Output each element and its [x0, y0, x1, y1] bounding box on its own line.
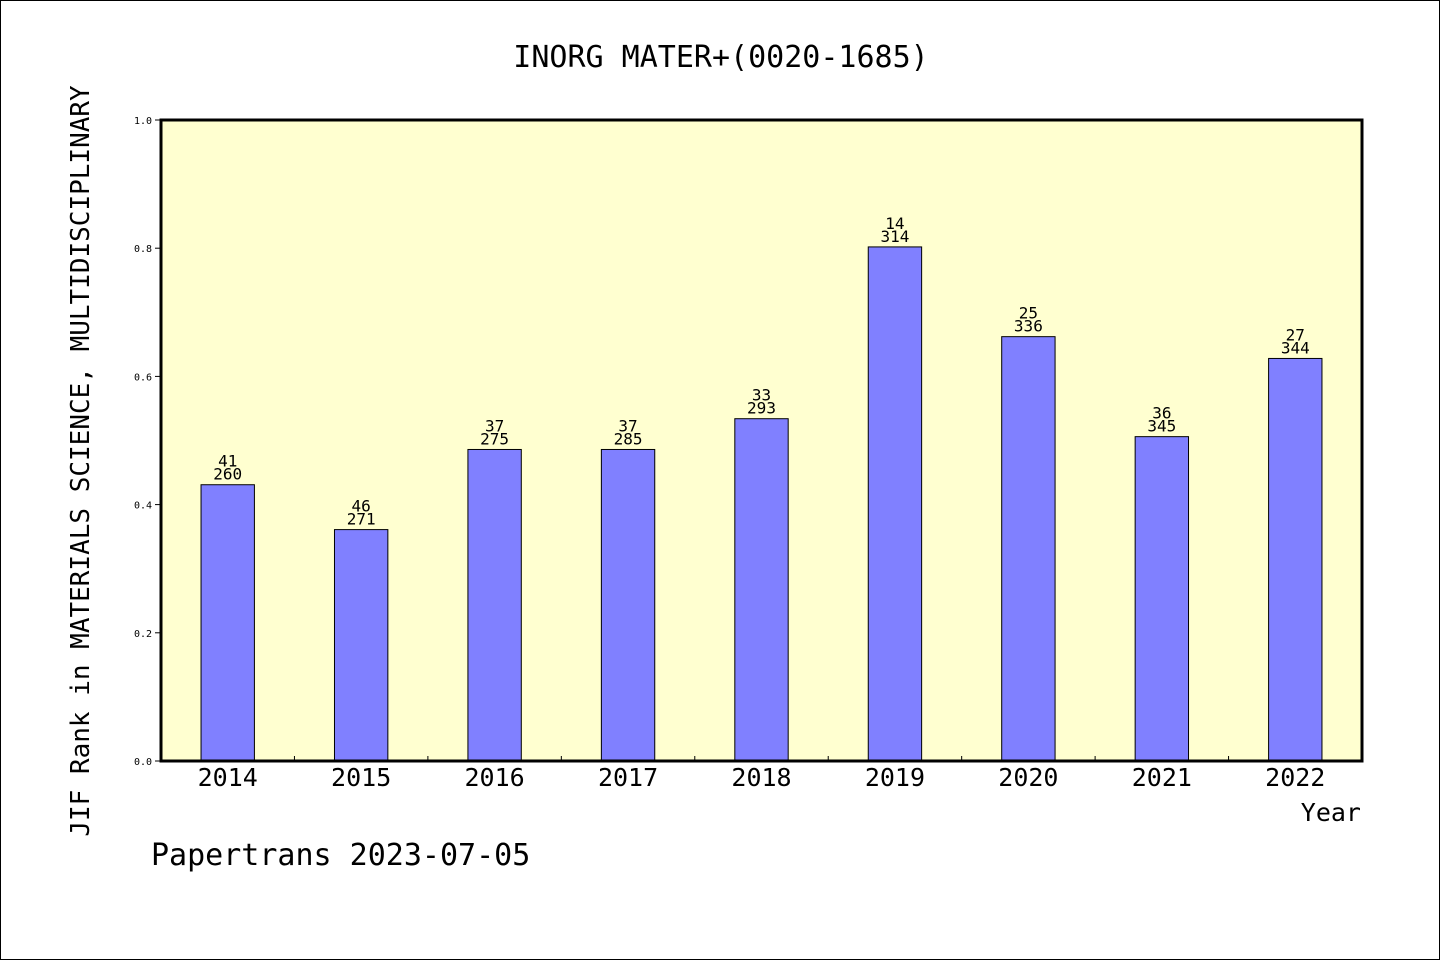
- x-tick-label: 2021: [1132, 763, 1192, 792]
- data-label-rank: 37: [485, 416, 504, 435]
- data-label-total: 271: [347, 510, 376, 529]
- data-label-total: 336: [1014, 317, 1043, 336]
- data-label-total: 285: [614, 429, 643, 448]
- x-tick-label: 2017: [598, 763, 658, 792]
- bar: [867, 246, 923, 762]
- data-label-total: 260: [213, 465, 242, 484]
- chart-title: INORG MATER+(0020-1685): [513, 40, 928, 75]
- y-tick-label: 0.6: [134, 372, 152, 383]
- data-label-rank: 36: [1152, 404, 1171, 423]
- data-label-total: 275: [480, 429, 509, 448]
- data-label-rank: 25: [1019, 304, 1038, 323]
- y-axis-label: JIF Rank in MATERIALS SCIENCE, MULTIDISC…: [66, 85, 96, 837]
- bar: [1001, 336, 1056, 762]
- x-tick-label: 2019: [865, 763, 925, 792]
- data-label-total: 344: [1281, 338, 1310, 357]
- plot-border: [159, 118, 1364, 763]
- data-label-total: 345: [1147, 417, 1176, 436]
- data-label-rank: 41: [218, 452, 237, 471]
- data-label-rank: 33: [752, 386, 771, 405]
- bar: [600, 448, 656, 762]
- x-tick-label: 2015: [331, 763, 391, 792]
- bar: [467, 448, 522, 762]
- axes-group: 0.0 0.2 0.4 0.6 0.8 1.0 2014 2015 2016 2017 2018 20…: [134, 116, 1325, 792]
- y-tick-label: 0.8: [134, 244, 152, 255]
- bar: [333, 529, 389, 762]
- data-label-rank: 46: [352, 497, 371, 516]
- bar: [734, 418, 789, 762]
- data-label-total: 293: [747, 399, 776, 418]
- x-tick-label: 2018: [731, 763, 791, 792]
- y-tick-label: 0.0: [134, 757, 152, 768]
- y-tick-label: 1.0: [134, 116, 152, 127]
- bars-group: 4126046271372753728533293143142533636345…: [200, 214, 1323, 762]
- y-tick-label: 0.2: [134, 629, 152, 640]
- footer-text: Papertrans 2023-07-05: [151, 838, 530, 873]
- bar: [200, 484, 255, 762]
- data-label-rank: 27: [1286, 325, 1305, 344]
- x-tick-label: 2014: [198, 763, 258, 792]
- data-label-total: 314: [880, 227, 909, 246]
- data-label-rank: 37: [618, 416, 637, 435]
- bar: [1268, 357, 1323, 762]
- bar: [1134, 436, 1190, 762]
- y-tick-label: 0.4: [134, 501, 152, 512]
- x-axis-label: Year: [1301, 798, 1361, 827]
- x-tick-label: 2020: [998, 763, 1058, 792]
- x-tick-label: 2016: [465, 763, 525, 792]
- x-tick-label: 2022: [1265, 763, 1325, 792]
- data-label-rank: 14: [885, 214, 904, 233]
